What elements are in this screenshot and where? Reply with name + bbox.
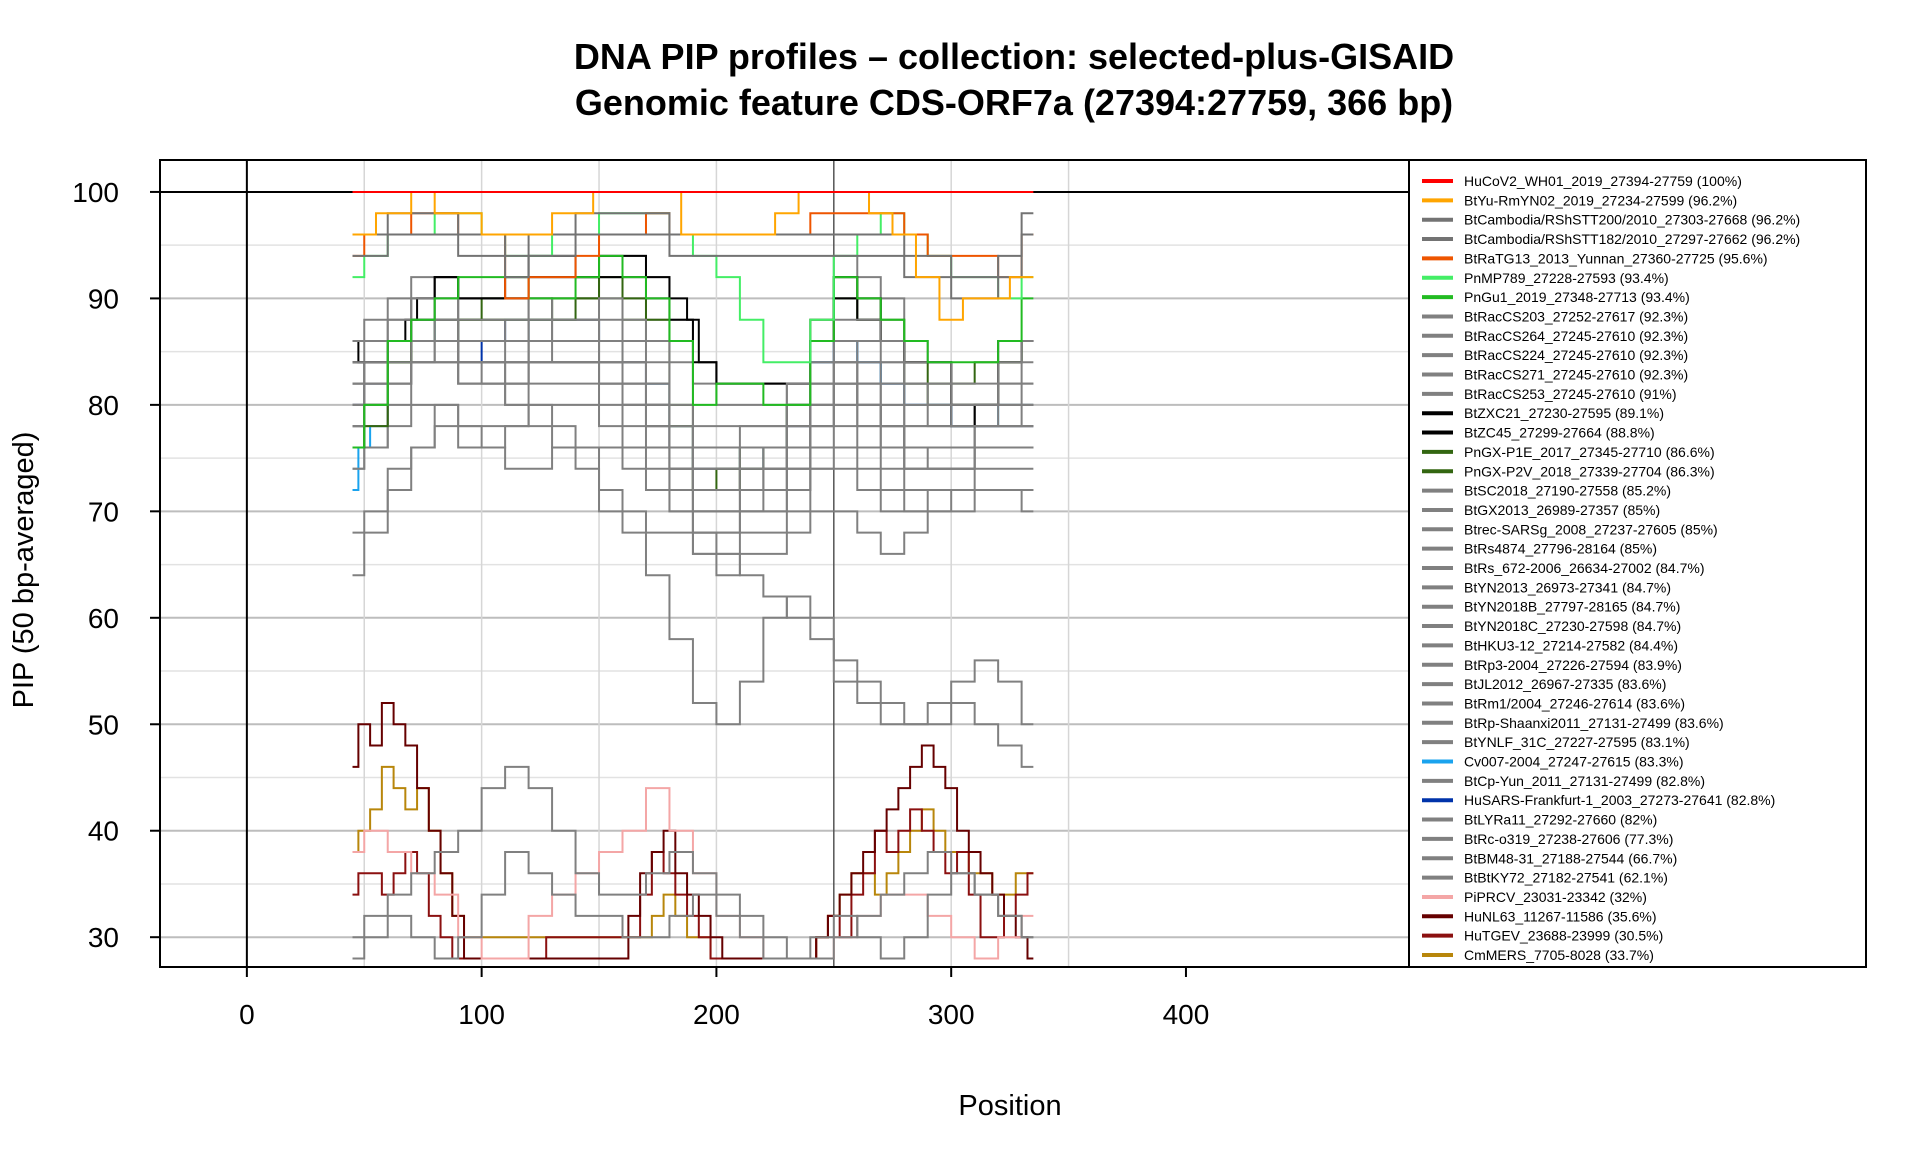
- y-tick-label: 100: [72, 177, 119, 208]
- legend: HuCoV2_WH01_2019_27394-27759 (100%) BtYu-…: [1422, 173, 1800, 963]
- legend-entry: BtRacCS271_27245-27610 (92.3%): [1464, 367, 1688, 383]
- legend-entry: BtRaTG13_2013_Yunnan_27360-27725 (95.6%): [1464, 250, 1768, 266]
- legend-entry: BtCambodia/RShSTT182/2010_27297-27662 (9…: [1464, 231, 1800, 247]
- legend-entry: HuTGEV_23688-23999 (30.5%): [1464, 928, 1663, 944]
- legend-entry: HuCoV2_WH01_2019_27394-27759 (100%): [1464, 173, 1742, 189]
- series-line: [352, 701, 1034, 960]
- legend-entry: BtRp-Shaanxi2011_27131-27499 (83.6%): [1464, 715, 1724, 731]
- legend-entry: PnMP789_27228-27593 (93.4%): [1464, 270, 1669, 286]
- series-lines: [352, 190, 1034, 960]
- legend-entry: BtRacCS224_27245-27610 (92.3%): [1464, 347, 1688, 363]
- legend-entry: PnGu1_2019_27348-27713 (93.4%): [1464, 289, 1690, 305]
- series-line: [352, 851, 1034, 960]
- legend-entry: BtCp-Yun_2011_27131-27499 (82.8%): [1464, 773, 1705, 789]
- legend-entry: HuNL63_11267-11586 (35.6%): [1464, 908, 1657, 924]
- legend-entry: CmMERS_7705-8028 (33.7%): [1464, 947, 1654, 963]
- x-tick-label: 0: [239, 999, 255, 1030]
- series-line: [352, 403, 1034, 534]
- legend-entry: BtRacCS264_27245-27610 (92.3%): [1464, 328, 1688, 344]
- legend-entry: BtBM48-31_27188-27544 (66.7%): [1464, 850, 1677, 866]
- legend-entry: BtRacCS203_27252-27617 (92.3%): [1464, 308, 1688, 324]
- legend-box: [1408, 159, 1867, 968]
- legend-entry: BtRs_672-2006_26634-27002 (84.7%): [1464, 560, 1705, 576]
- chart-subtitle: Genomic feature CDS-ORF7a (27394:27759, …: [575, 82, 1453, 123]
- legend-entry: Cv007-2004_27247-27615 (83.3%): [1464, 754, 1684, 770]
- legend-entry: BtYu-RmYN02_2019_27234-27599 (96.2%): [1464, 192, 1737, 208]
- series-line: [352, 361, 1034, 534]
- legend-entry: BtZC45_27299-27664 (88.8%): [1464, 425, 1655, 441]
- x-tick-label: 400: [1163, 999, 1210, 1030]
- x-tick-label: 200: [693, 999, 740, 1030]
- legend-entry: HuSARS-Frankfurt-1_2003_27273-27641 (82.…: [1464, 792, 1775, 808]
- legend-entry: BtBtKY72_27182-27541 (62.1%): [1464, 870, 1668, 886]
- y-axis-label: PIP (50 bp-averaged): [8, 432, 40, 709]
- legend-entry: Btrec-SARSg_2008_27237-27605 (85%): [1464, 521, 1718, 537]
- y-axis: 30 40 50 60 70 80 90 100: [72, 177, 160, 953]
- legend-entry: BtRp3-2004_27226-27594 (83.9%): [1464, 657, 1682, 673]
- series-line: [352, 190, 1034, 321]
- y-tick-label: 40: [88, 816, 119, 847]
- legend-entry: PnGX-P2V_2018_27339-27704 (86.3%): [1464, 463, 1715, 479]
- y-tick-label: 90: [88, 283, 119, 314]
- chart-title: DNA PIP profiles – collection: selected-…: [574, 36, 1454, 77]
- legend-entry: BtRm1/2004_27246-27614 (83.6%): [1464, 695, 1685, 711]
- legend-entry: BtGX2013_26989-27357 (85%): [1464, 502, 1660, 518]
- legend-entry: PnGX-P1E_2017_27345-27710 (86.6%): [1464, 444, 1715, 460]
- legend-entry: BtJL2012_26967-27335 (83.6%): [1464, 676, 1666, 692]
- legend-entry: BtCambodia/RShSTT200/2010_27303-27668 (9…: [1464, 212, 1800, 228]
- legend-entry: BtRs4874_27796-28164 (85%): [1464, 541, 1657, 557]
- legend-entry: PiPRCV_23031-23342 (32%): [1464, 889, 1647, 905]
- x-tick-label: 300: [928, 999, 975, 1030]
- legend-entry: BtHKU3-12_27214-27582 (84.4%): [1464, 637, 1678, 653]
- series-line: [352, 297, 1034, 449]
- y-tick-label: 30: [88, 922, 119, 953]
- legend-entry: BtYN2013_26973-27341 (84.7%): [1464, 579, 1671, 595]
- legend-entry: BtYN2018B_27797-28165 (84.7%): [1464, 599, 1680, 615]
- legend-entry: BtZXC21_27230-27595 (89.1%): [1464, 405, 1664, 421]
- legend-entry: BtYNLF_31C_27227-27595 (83.1%): [1464, 734, 1690, 750]
- legend-entry: BtRacCS253_27245-27610 (91%): [1464, 386, 1676, 402]
- series-line: [352, 765, 1034, 960]
- legend-entry: BtRc-o319_27238-27606 (77.3%): [1464, 831, 1673, 847]
- y-tick-label: 70: [88, 496, 119, 527]
- x-axis-label: Position: [958, 1090, 1061, 1122]
- y-tick-label: 60: [88, 603, 119, 634]
- legend-entry: BtLYRa11_27292-27660 (82%): [1464, 812, 1657, 828]
- y-tick-label: 50: [88, 709, 119, 740]
- y-tick-label: 80: [88, 390, 119, 421]
- x-tick-label: 100: [458, 999, 505, 1030]
- x-axis: 0 100 200 300 400: [239, 967, 1209, 1030]
- legend-entry: BtSC2018_27190-27558 (85.2%): [1464, 483, 1671, 499]
- legend-entry: BtYN2018C_27230-27598 (84.7%): [1464, 618, 1681, 634]
- series-line: [352, 254, 1034, 449]
